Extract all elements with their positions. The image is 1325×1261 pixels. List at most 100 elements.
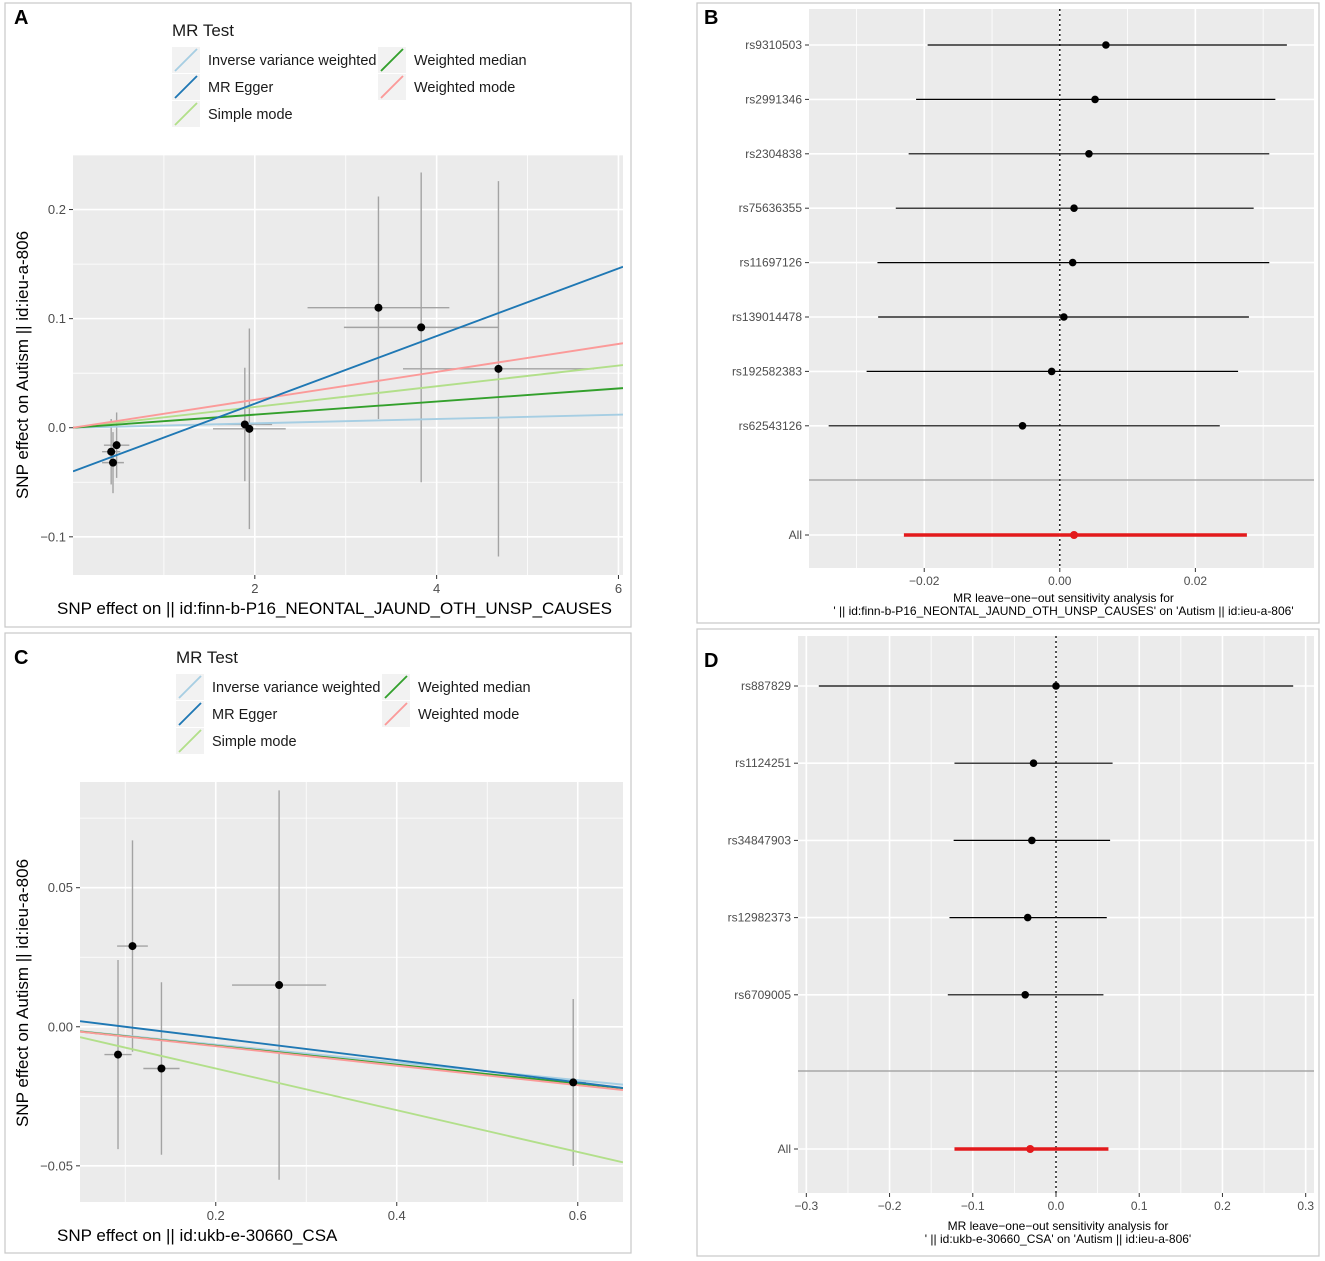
x-axis-label: SNP effect on || id:ukb-e-30660_CSA — [57, 1226, 338, 1245]
legend-item-label: MR Egger — [212, 707, 277, 723]
legend-key-line — [174, 102, 198, 126]
panel-b-forest: −0.02 0.00 0.02 rs9310503 rs2991346 rs2304838… — [732, 9, 1314, 618]
data-point — [245, 424, 254, 433]
point-estimate — [1060, 313, 1068, 321]
y-tick-label: −0.1 — [40, 529, 66, 544]
data-point — [569, 1078, 578, 1087]
x-axis-title-line-2: ' || id:ukb-e-30660_CSA' on 'Autism || i… — [925, 1232, 1191, 1246]
regression-line-mr-egger — [80, 1020, 623, 1089]
panel-label-d: D — [704, 650, 718, 672]
y-tick-label: 0.2 — [48, 202, 66, 217]
snp-label: rs9310503 — [745, 38, 802, 52]
snp-label: rs139014478 — [732, 310, 802, 324]
snp-label: rs34847903 — [728, 833, 792, 847]
point-estimate — [1029, 759, 1038, 767]
x-tick-label: 6 — [615, 581, 622, 596]
point-estimate — [1052, 682, 1060, 690]
snp-label: rs12982373 — [728, 911, 792, 925]
data-point — [417, 323, 426, 332]
data-point — [128, 942, 137, 951]
legend-item-label: Weighted mode — [418, 707, 519, 723]
point-estimate — [1028, 836, 1036, 845]
legend-key-line — [384, 702, 408, 726]
legend-key-line — [380, 48, 404, 72]
data-point — [107, 447, 116, 456]
regression-line-weighted-median — [73, 387, 623, 429]
overall-label: All — [778, 1142, 791, 1156]
panel-label-b: B — [704, 7, 718, 29]
legend-item-label: Simple mode — [208, 107, 293, 123]
legend-item-label: Weighted median — [418, 680, 531, 696]
legend-key-line — [178, 702, 202, 726]
plot-background — [80, 782, 623, 1202]
snp-label: rs6709005 — [734, 988, 791, 1002]
legend-key-line — [380, 75, 404, 99]
point-estimate — [1091, 95, 1099, 104]
x-tick-label: 0.1 — [1131, 1199, 1148, 1213]
legend-item-label: Inverse variance weighted — [208, 53, 376, 69]
snp-label: rs2991346 — [745, 92, 802, 106]
point-estimate — [1021, 991, 1030, 999]
y-axis-label: SNP effect on Autism || id:ieu-a-806 — [13, 231, 32, 499]
legend-key-line — [174, 48, 198, 72]
x-tick-label: 2 — [251, 581, 258, 596]
overall-label: All — [789, 528, 802, 542]
regression-lines — [73, 265, 623, 473]
regression-lines — [80, 1020, 623, 1164]
point-estimate — [1018, 422, 1027, 430]
y-axis-label: SNP effect on Autism || id:ieu-a-806 — [13, 859, 32, 1127]
legend-key-line — [178, 675, 202, 699]
x-tick-label: 4 — [433, 581, 440, 596]
x-tick-label: 0.0 — [1048, 1199, 1065, 1213]
y-tick-label: −0.05 — [40, 1158, 73, 1173]
regression-line-weighted-mode — [73, 342, 623, 429]
snp-label: rs62543126 — [739, 419, 803, 433]
panel-label-a: A — [14, 7, 28, 29]
point-estimate — [1068, 258, 1077, 267]
snp-label: rs887829 — [741, 679, 791, 693]
panel-d-forest: −0.3 −0.2 −0.1 0.0 0.1 0.2 0.3 rs887829 rs112425… — [728, 636, 1314, 1246]
x-tick-label: 0.3 — [1297, 1199, 1314, 1213]
snp-label: rs11697126 — [740, 256, 803, 270]
point-estimate — [1070, 204, 1078, 212]
data-point — [494, 364, 503, 373]
regression-line-simple-mode — [80, 1036, 623, 1164]
x-axis-label: SNP effect on || id:finn-b-P16_NEONTAL_J… — [57, 599, 612, 618]
x-tick-label: 0.2 — [1214, 1199, 1231, 1213]
legend-item-label: Weighted mode — [414, 80, 515, 96]
data-point — [112, 441, 121, 450]
x-tick-label: −0.1 — [961, 1199, 985, 1213]
point-estimate — [1085, 150, 1093, 158]
panel-label-c: C — [14, 647, 28, 669]
legend-key-line — [178, 729, 202, 753]
point-estimate — [1023, 913, 1032, 922]
plot-background — [809, 9, 1314, 568]
snp-label: rs192582383 — [732, 364, 802, 378]
x-tick-label: 0.2 — [207, 1208, 225, 1223]
data-point — [109, 458, 117, 467]
legend-item-label: Inverse variance weighted — [212, 680, 380, 696]
x-tick-label: −0.3 — [794, 1199, 818, 1213]
regression-line-simple-mode — [73, 364, 623, 429]
x-tick-label: −0.02 — [909, 574, 940, 588]
y-tick-label: 0.0 — [48, 420, 66, 435]
legend-key-line — [384, 675, 408, 699]
x-tick-label: 0.00 — [1048, 574, 1072, 588]
regression-line-inverse-variance-weighted — [73, 413, 623, 429]
data-point — [114, 1050, 123, 1059]
panel-c-scatter: 0.2 0.4 0.6 −0.05 0.00 0.05 SNP effect on || i… — [13, 648, 623, 1245]
y-tick-label: 0.05 — [48, 880, 73, 895]
snp-label: rs1124251 — [735, 756, 791, 770]
regression-line-weighted-mode — [80, 1030, 623, 1091]
data-point — [275, 981, 284, 990]
snp-label: rs75636355 — [739, 201, 803, 215]
y-tick-label: 0.1 — [48, 311, 66, 326]
x-axis-title-line-1: MR leave−one−out sensitivity analysis fo… — [948, 1219, 1169, 1233]
x-tick-label: 0.4 — [388, 1208, 406, 1223]
regression-line-mr-egger — [73, 265, 623, 473]
overall-estimate — [1070, 531, 1079, 539]
legend-title: MR Test — [172, 21, 234, 40]
legend-item-label: MR Egger — [208, 80, 273, 96]
point-estimate — [1102, 41, 1110, 49]
